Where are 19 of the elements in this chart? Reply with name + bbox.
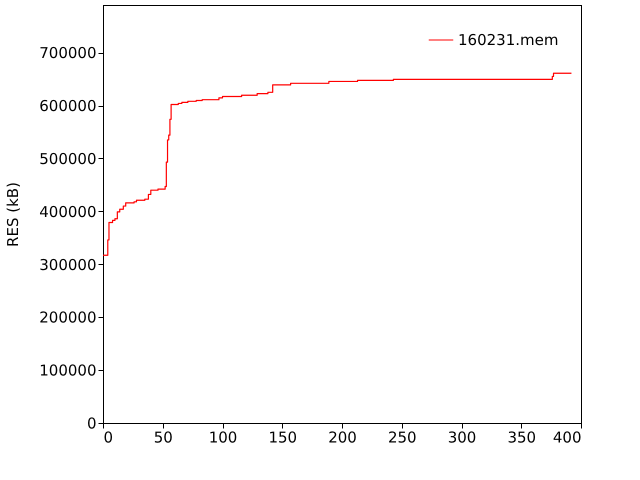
x-tick-label: 200 xyxy=(328,428,357,446)
y-tick-label: 700000 xyxy=(39,44,96,62)
x-tick-label: 150 xyxy=(268,428,298,446)
x-tick-label: 400 xyxy=(552,428,582,446)
x-tick-label: 100 xyxy=(208,428,238,446)
y-tick-label: 0 xyxy=(86,414,96,432)
y-tick-label: 600000 xyxy=(39,97,96,116)
x-tick-label: 50 xyxy=(154,428,173,446)
x-tick-label: 300 xyxy=(448,428,476,446)
y-tick-label: 100000 xyxy=(39,362,96,380)
y-tick-label: 400000 xyxy=(39,202,96,221)
x-tick-label: 350 xyxy=(507,428,536,446)
x-tick-label: 0 xyxy=(104,428,114,446)
legend-label: 160231.mem xyxy=(458,31,558,49)
y-tick-label: 500000 xyxy=(39,150,96,168)
y-tick-label: 300000 xyxy=(39,256,96,274)
y-axis-title: RES (kB) xyxy=(4,182,22,247)
y-tick-label: 200000 xyxy=(39,308,96,327)
x-tick-label: 250 xyxy=(388,428,417,446)
